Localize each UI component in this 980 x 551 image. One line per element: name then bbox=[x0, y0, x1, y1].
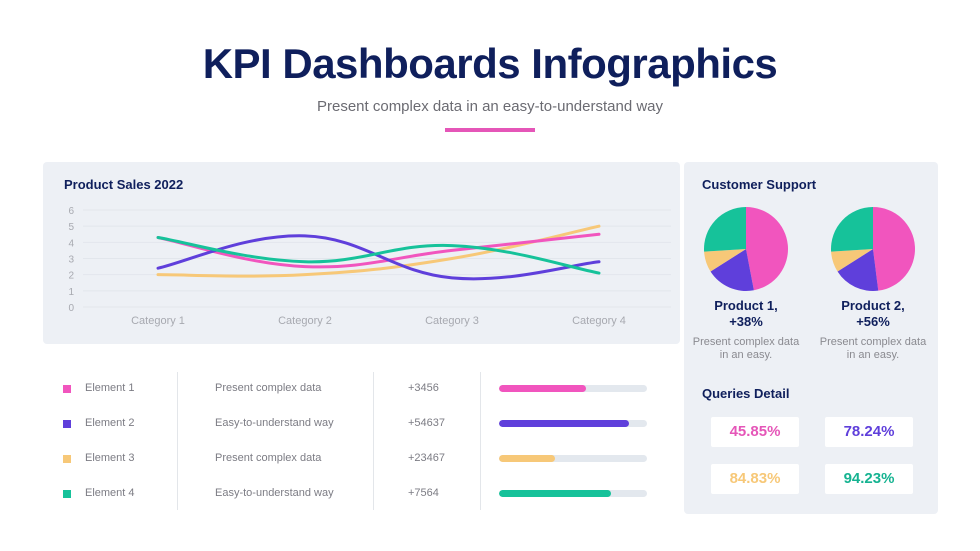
queries-detail-title: Queries Detail bbox=[702, 386, 790, 401]
series-line-element-1 bbox=[156, 232, 601, 269]
y-tick-label: 6 bbox=[68, 206, 74, 217]
product-1-change: +38% bbox=[729, 314, 763, 329]
pie-slice-element-1 bbox=[873, 207, 915, 291]
x-tick-label: Category 4 bbox=[572, 315, 626, 327]
element-progress-fill bbox=[499, 490, 612, 497]
product-1-description: Present complex data in an easy. bbox=[692, 336, 800, 361]
x-tick-label: Category 2 bbox=[278, 315, 332, 327]
table-row: Element 4 Easy-to-understand way +7564 bbox=[43, 484, 663, 504]
table-row: Element 1 Present complex data +3456 bbox=[43, 379, 663, 399]
column-divider bbox=[480, 372, 481, 510]
y-tick-label: 0 bbox=[68, 303, 74, 314]
element-1-swatch-icon bbox=[63, 385, 71, 393]
table-row: Element 2 Easy-to-understand way +54637 bbox=[43, 414, 663, 434]
product-2-pie-chart bbox=[831, 207, 915, 291]
y-tick-label: 1 bbox=[68, 287, 74, 298]
product-2-change: +56% bbox=[856, 314, 890, 329]
page-title: KPI Dashboards Infographics bbox=[202, 40, 778, 87]
element-value: +3456 bbox=[408, 382, 439, 394]
element-3-swatch-icon bbox=[63, 455, 71, 463]
customer-support-panel: Customer Support Product 1, +38% Present… bbox=[684, 162, 938, 514]
y-tick-label: 4 bbox=[68, 238, 74, 249]
product-sales-title: Product Sales 2022 bbox=[64, 177, 184, 192]
query-value-2: 78.24% bbox=[825, 417, 913, 447]
page-subtitle: Present complex data in an easy-to-under… bbox=[316, 98, 664, 115]
elements-table: Element 1 Present complex data +3456 Ele… bbox=[43, 372, 663, 512]
query-value-3: 84.83% bbox=[711, 464, 799, 494]
x-tick-label: Category 3 bbox=[425, 315, 479, 327]
element-progress-bar bbox=[499, 420, 647, 427]
element-description: Easy-to-understand way bbox=[215, 417, 334, 429]
element-value: +54637 bbox=[408, 417, 446, 429]
product-2-label: Product 2, +56% bbox=[818, 298, 928, 330]
product-1-pie-chart bbox=[704, 207, 788, 291]
column-divider bbox=[373, 372, 374, 510]
pie-slice-element-4 bbox=[704, 207, 746, 252]
element-progress-bar bbox=[499, 385, 647, 392]
element-value: +7564 bbox=[408, 487, 439, 499]
x-tick-label: Category 1 bbox=[131, 315, 185, 327]
series-line-element-2 bbox=[156, 234, 601, 281]
element-2-swatch-icon bbox=[63, 420, 71, 428]
product-1-label: Product 1, +38% bbox=[691, 298, 801, 330]
query-value-4: 94.23% bbox=[825, 464, 913, 494]
element-progress-fill bbox=[499, 455, 556, 462]
query-value-1: 45.85% bbox=[711, 417, 799, 447]
element-progress-fill bbox=[499, 385, 587, 392]
element-description: Easy-to-understand way bbox=[215, 487, 334, 499]
pie-slice-element-1 bbox=[746, 207, 788, 291]
element-name: Element 1 bbox=[85, 382, 135, 394]
element-name: Element 4 bbox=[85, 487, 135, 499]
product-2-title: Product 2, bbox=[841, 298, 905, 313]
series-line-element-4 bbox=[156, 235, 601, 275]
element-description: Present complex data bbox=[215, 382, 322, 394]
product-2-summary: Product 2, +56% Present complex data in … bbox=[818, 206, 928, 362]
pie-slice-element-4 bbox=[831, 207, 873, 252]
element-description: Present complex data bbox=[215, 452, 322, 464]
customer-support-title: Customer Support bbox=[702, 177, 817, 192]
product-sales-line-chart: 0 1 2 3 4 5 6 Category 1 Category 2 Category 3 Cat… bbox=[68, 206, 671, 327]
y-tick-label: 3 bbox=[68, 255, 74, 266]
y-tick-label: 2 bbox=[68, 271, 74, 282]
y-tick-label: 5 bbox=[68, 222, 74, 233]
element-progress-bar bbox=[499, 455, 647, 462]
element-name: Element 2 bbox=[85, 417, 135, 429]
element-value: +23467 bbox=[408, 452, 446, 464]
product-1-summary: Product 1, +38% Present complex data in … bbox=[691, 206, 801, 362]
product-2-description: Present complex data in an easy. bbox=[819, 336, 927, 361]
pie-slice-element-2 bbox=[710, 249, 754, 291]
product-1-title: Product 1, bbox=[714, 298, 778, 313]
product-sales-panel: Product Sales 2022 0 1 2 3 4 5 6 Category 1 Cate… bbox=[43, 162, 680, 344]
pie-slice-element-2 bbox=[837, 249, 879, 291]
element-progress-fill bbox=[499, 420, 630, 427]
pie-slice-element-3 bbox=[704, 249, 746, 272]
element-progress-bar bbox=[499, 490, 647, 497]
table-row: Element 3 Present complex data +23467 bbox=[43, 449, 663, 469]
column-divider bbox=[177, 372, 178, 510]
element-4-swatch-icon bbox=[63, 490, 71, 498]
title-accent-divider bbox=[445, 128, 535, 132]
pie-slice-element-3 bbox=[831, 249, 873, 272]
element-name: Element 3 bbox=[85, 452, 135, 464]
